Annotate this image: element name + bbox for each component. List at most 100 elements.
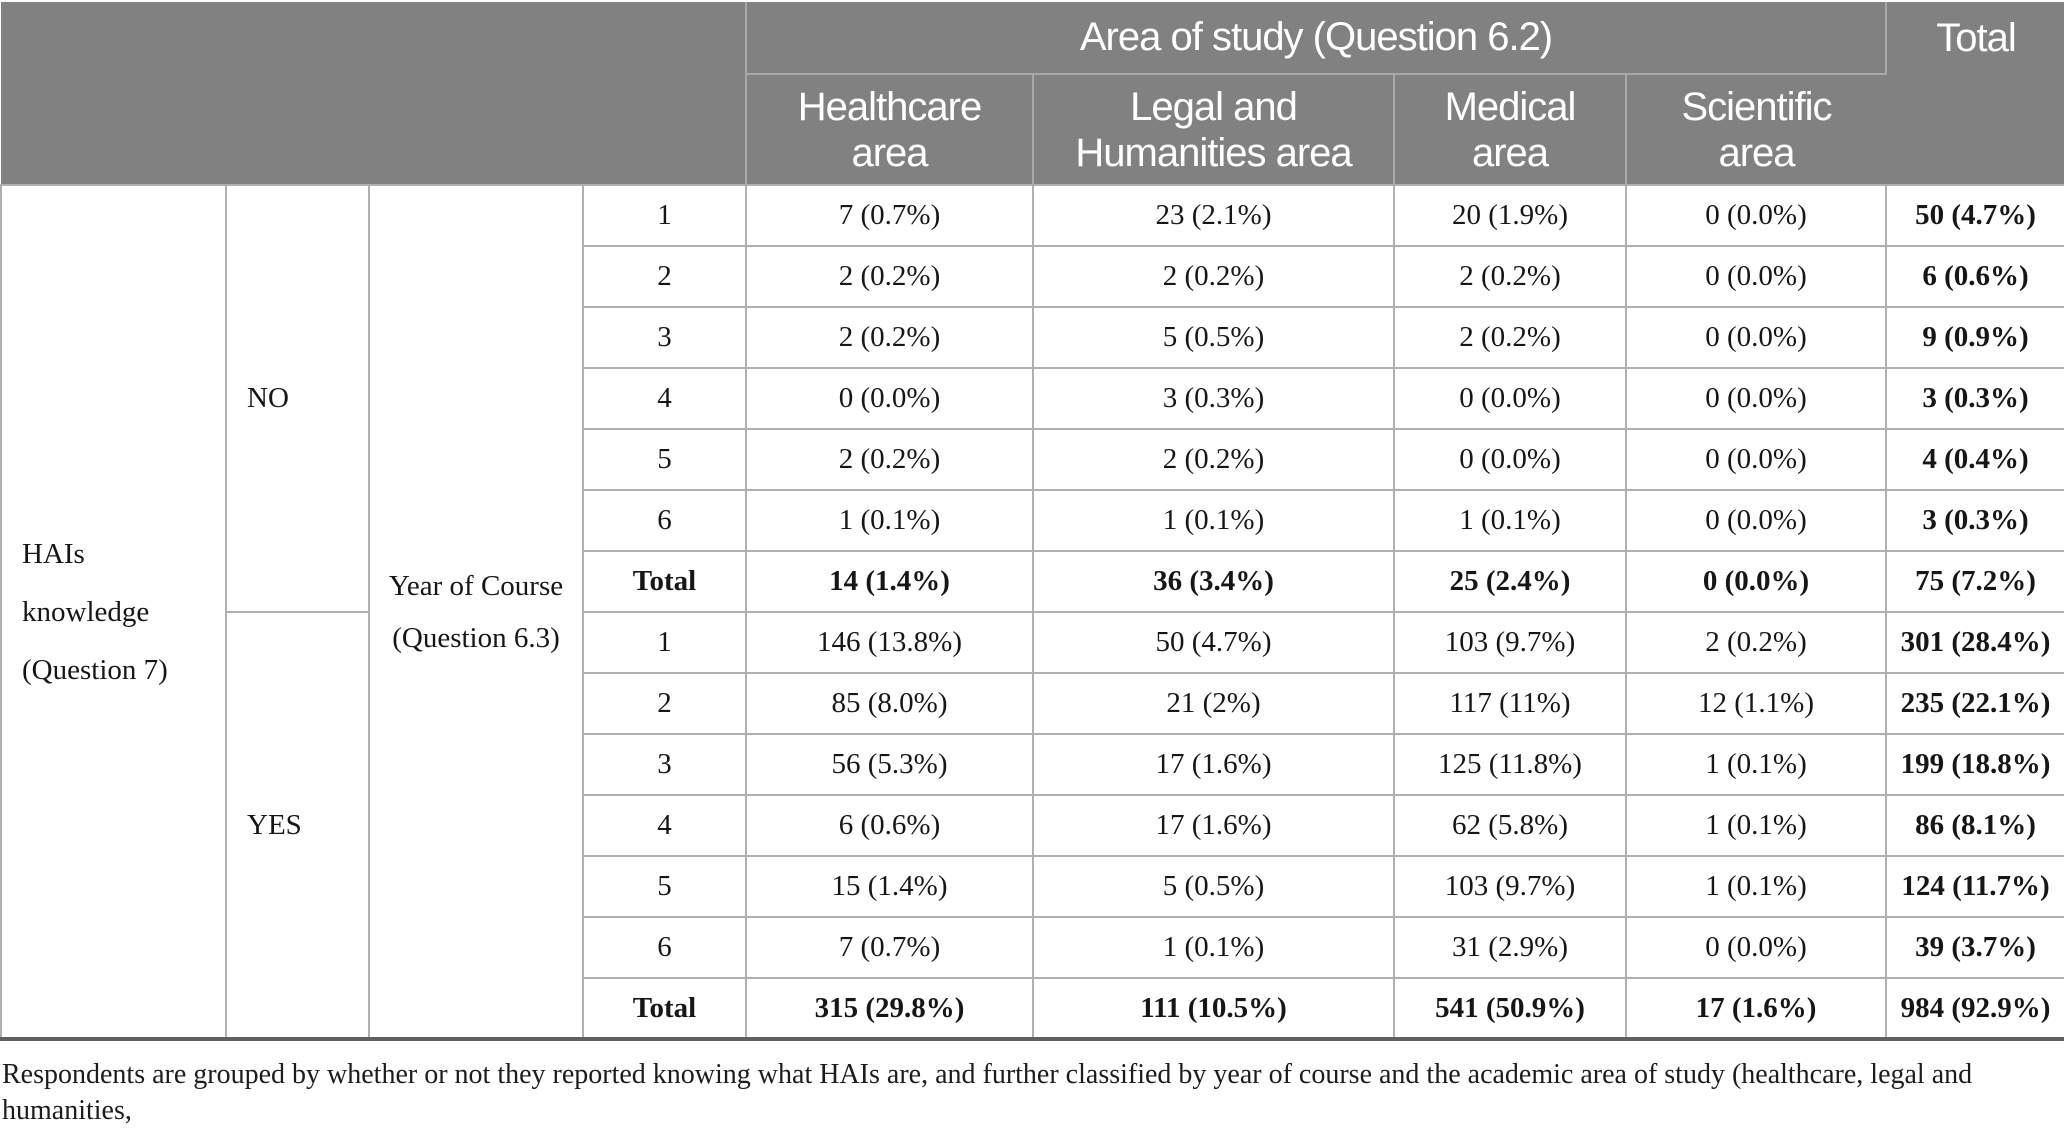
year-cell: 4: [582, 367, 747, 430]
year-cell: 5: [582, 855, 747, 918]
table-row: YES 1 146 (13.8%) 50 (4.7%) 103 (9.7%) 2…: [1, 611, 2064, 1040]
row-total-cell: 984 (92.9%): [1885, 977, 2064, 1040]
header-medical-area: Medical area: [1394, 74, 1627, 185]
data-cell-medical: 20 (1.9%): [1393, 184, 1627, 247]
data-cell-medical: 2 (0.2%): [1393, 245, 1627, 308]
data-cell-legal-humanities: 5 (0.5%): [1032, 306, 1395, 369]
header-legal-humanities-area: Legal and Humanities area: [1033, 74, 1395, 185]
answer-no-cell: NO: [225, 184, 370, 613]
year-cell: 2: [582, 672, 747, 735]
data-cell-healthcare: 85 (8.0%): [745, 672, 1034, 735]
data-cell-healthcare: 6 (0.6%): [745, 794, 1034, 857]
row-total-cell: 4 (0.4%): [1885, 428, 2064, 491]
data-cell-healthcare: 1 (0.1%): [745, 489, 1034, 552]
header-scientific-area: Scientific area: [1626, 74, 1887, 185]
data-cell-scientific: 17 (1.6%): [1624, 977, 1888, 1040]
data-cell-medical: 103 (9.7%): [1393, 855, 1627, 918]
data-cell-medical: 31 (2.9%): [1393, 916, 1627, 979]
data-cell-healthcare: 2 (0.2%): [745, 245, 1034, 308]
data-cell-scientific: 0 (0.0%): [1624, 367, 1888, 430]
data-cell-healthcare: 315 (29.8%): [745, 977, 1034, 1040]
row-header-hais-knowledge: HAIs knowledge (Question 7): [0, 184, 227, 1040]
data-cell-legal-humanities: 23 (2.1%): [1032, 184, 1395, 247]
table-row: 6 7 (0.7%) 1 (0.1%) 31 (2.9%) 0 (0.0%) 3…: [1, 916, 2064, 979]
data-cell-scientific: 2 (0.2%): [1624, 611, 1888, 674]
data-cell-scientific: 1 (0.1%): [1624, 794, 1888, 857]
answer-yes-cell: YES: [225, 611, 370, 1040]
row-total-cell: 86 (8.1%): [1885, 794, 2064, 857]
data-cell-legal-humanities: 50 (4.7%): [1032, 611, 1395, 674]
data-cell-healthcare: 7 (0.7%): [745, 916, 1034, 979]
row-total-cell: 50 (4.7%): [1885, 184, 2064, 247]
row-total-cell: 301 (28.4%): [1885, 611, 2064, 674]
header-corner-cell: [1, 2, 747, 185]
table-row: 2 2 (0.2%) 2 (0.2%) 2 (0.2%) 0 (0.0%) 6 …: [1, 245, 2064, 308]
row-total-cell: 199 (18.8%): [1885, 733, 2064, 796]
data-cell-healthcare: 15 (1.4%): [745, 855, 1034, 918]
year-cell: 6: [582, 916, 747, 979]
row-total-cell: 124 (11.7%): [1885, 855, 2064, 918]
data-cell-legal-humanities: 21 (2%): [1032, 672, 1395, 735]
data-cell-legal-humanities: 5 (0.5%): [1032, 855, 1395, 918]
row-total-cell: 75 (7.2%): [1885, 550, 2064, 613]
data-cell-legal-humanities: 17 (1.6%): [1032, 733, 1395, 796]
data-cell-legal-humanities: 17 (1.6%): [1032, 794, 1395, 857]
header-total: Total: [1886, 2, 2064, 185]
year-cell: 1: [582, 611, 747, 674]
year-cell: 6: [582, 489, 747, 552]
data-cell-scientific: 0 (0.0%): [1624, 306, 1888, 369]
data-cell-scientific: 0 (0.0%): [1624, 245, 1888, 308]
year-cell: 1: [582, 184, 747, 247]
data-cell-medical: 541 (50.9%): [1393, 977, 1627, 1040]
data-cell-legal-humanities: 111 (10.5%): [1032, 977, 1395, 1040]
table-row: 3 56 (5.3%) 17 (1.6%) 125 (11.8%) 1 (0.1…: [1, 733, 2064, 796]
table-row: HAIs knowledge (Question 7) NO Year of C…: [0, 184, 2064, 1040]
data-cell-medical: 0 (0.0%): [1393, 367, 1627, 430]
row-total-cell: 9 (0.9%): [1885, 306, 2064, 369]
data-cell-healthcare: 0 (0.0%): [745, 367, 1034, 430]
data-cell-medical: 25 (2.4%): [1393, 550, 1627, 613]
table-row: 5 15 (1.4%) 5 (0.5%) 103 (9.7%) 1 (0.1%)…: [1, 855, 2064, 918]
table-total-row: Total 315 (29.8%) 111 (10.5%) 541 (50.9%…: [1, 977, 2064, 1040]
data-cell-medical: 1 (0.1%): [1393, 489, 1627, 552]
year-cell: 3: [582, 733, 747, 796]
year-cell: 2: [582, 245, 747, 308]
data-cell-legal-humanities: 2 (0.2%): [1032, 428, 1395, 491]
table-row: 3 2 (0.2%) 5 (0.5%) 2 (0.2%) 0 (0.0%) 9 …: [1, 306, 2064, 369]
data-cell-legal-humanities: 1 (0.1%): [1032, 916, 1395, 979]
data-cell-medical: 0 (0.0%): [1393, 428, 1627, 491]
table-row: 5 2 (0.2%) 2 (0.2%) 0 (0.0%) 0 (0.0%) 4 …: [1, 428, 2064, 491]
data-cell-healthcare: 14 (1.4%): [745, 550, 1034, 613]
table-row: 4 6 (0.6%) 17 (1.6%) 62 (5.8%) 1 (0.1%) …: [1, 794, 2064, 857]
table-row: 2 85 (8.0%) 21 (2%) 117 (11%) 12 (1.1%) …: [1, 672, 2064, 735]
data-table: Area of study (Question 6.2) Total Healt…: [0, 2, 2064, 1041]
table-row: 6 1 (0.1%) 1 (0.1%) 1 (0.1%) 0 (0.0%) 3 …: [1, 489, 2064, 552]
row-total-cell: 235 (22.1%): [1885, 672, 2064, 735]
data-cell-healthcare: 146 (13.8%): [745, 611, 1034, 674]
row-total-cell: 3 (0.3%): [1885, 489, 2064, 552]
table-header: Area of study (Question 6.2) Total Healt…: [1, 2, 2064, 185]
data-cell-healthcare: 7 (0.7%): [745, 184, 1034, 247]
data-cell-healthcare: 2 (0.2%): [745, 428, 1034, 491]
data-cell-legal-humanities: 36 (3.4%): [1032, 550, 1395, 613]
year-cell: 3: [582, 306, 747, 369]
data-cell-medical: 103 (9.7%): [1393, 611, 1627, 674]
data-cell-medical: 117 (11%): [1393, 672, 1627, 735]
header-subcolumns-row: Healthcare area Legal and Humanities are…: [1, 74, 2064, 185]
data-cell-medical: 2 (0.2%): [1393, 306, 1627, 369]
table-body: HAIs knowledge (Question 7) NO Year of C…: [0, 184, 2064, 1040]
data-cell-legal-humanities: 3 (0.3%): [1032, 367, 1395, 430]
year-cell: 4: [582, 794, 747, 857]
row-total-cell: 6 (0.6%): [1885, 245, 2064, 308]
data-cell-scientific: 0 (0.0%): [1624, 489, 1888, 552]
data-cell-scientific: 0 (0.0%): [1624, 550, 1888, 613]
row-header-year-of-course: Year of Course (Question 6.3): [368, 184, 584, 1040]
data-cell-scientific: 1 (0.1%): [1624, 855, 1888, 918]
data-cell-scientific: 0 (0.0%): [1624, 184, 1888, 247]
data-cell-healthcare: 56 (5.3%): [745, 733, 1034, 796]
year-cell: 5: [582, 428, 747, 491]
data-cell-healthcare: 2 (0.2%): [745, 306, 1034, 369]
year-total-label: Total: [582, 977, 747, 1040]
header-group-row: Area of study (Question 6.2) Total: [1, 2, 2064, 185]
